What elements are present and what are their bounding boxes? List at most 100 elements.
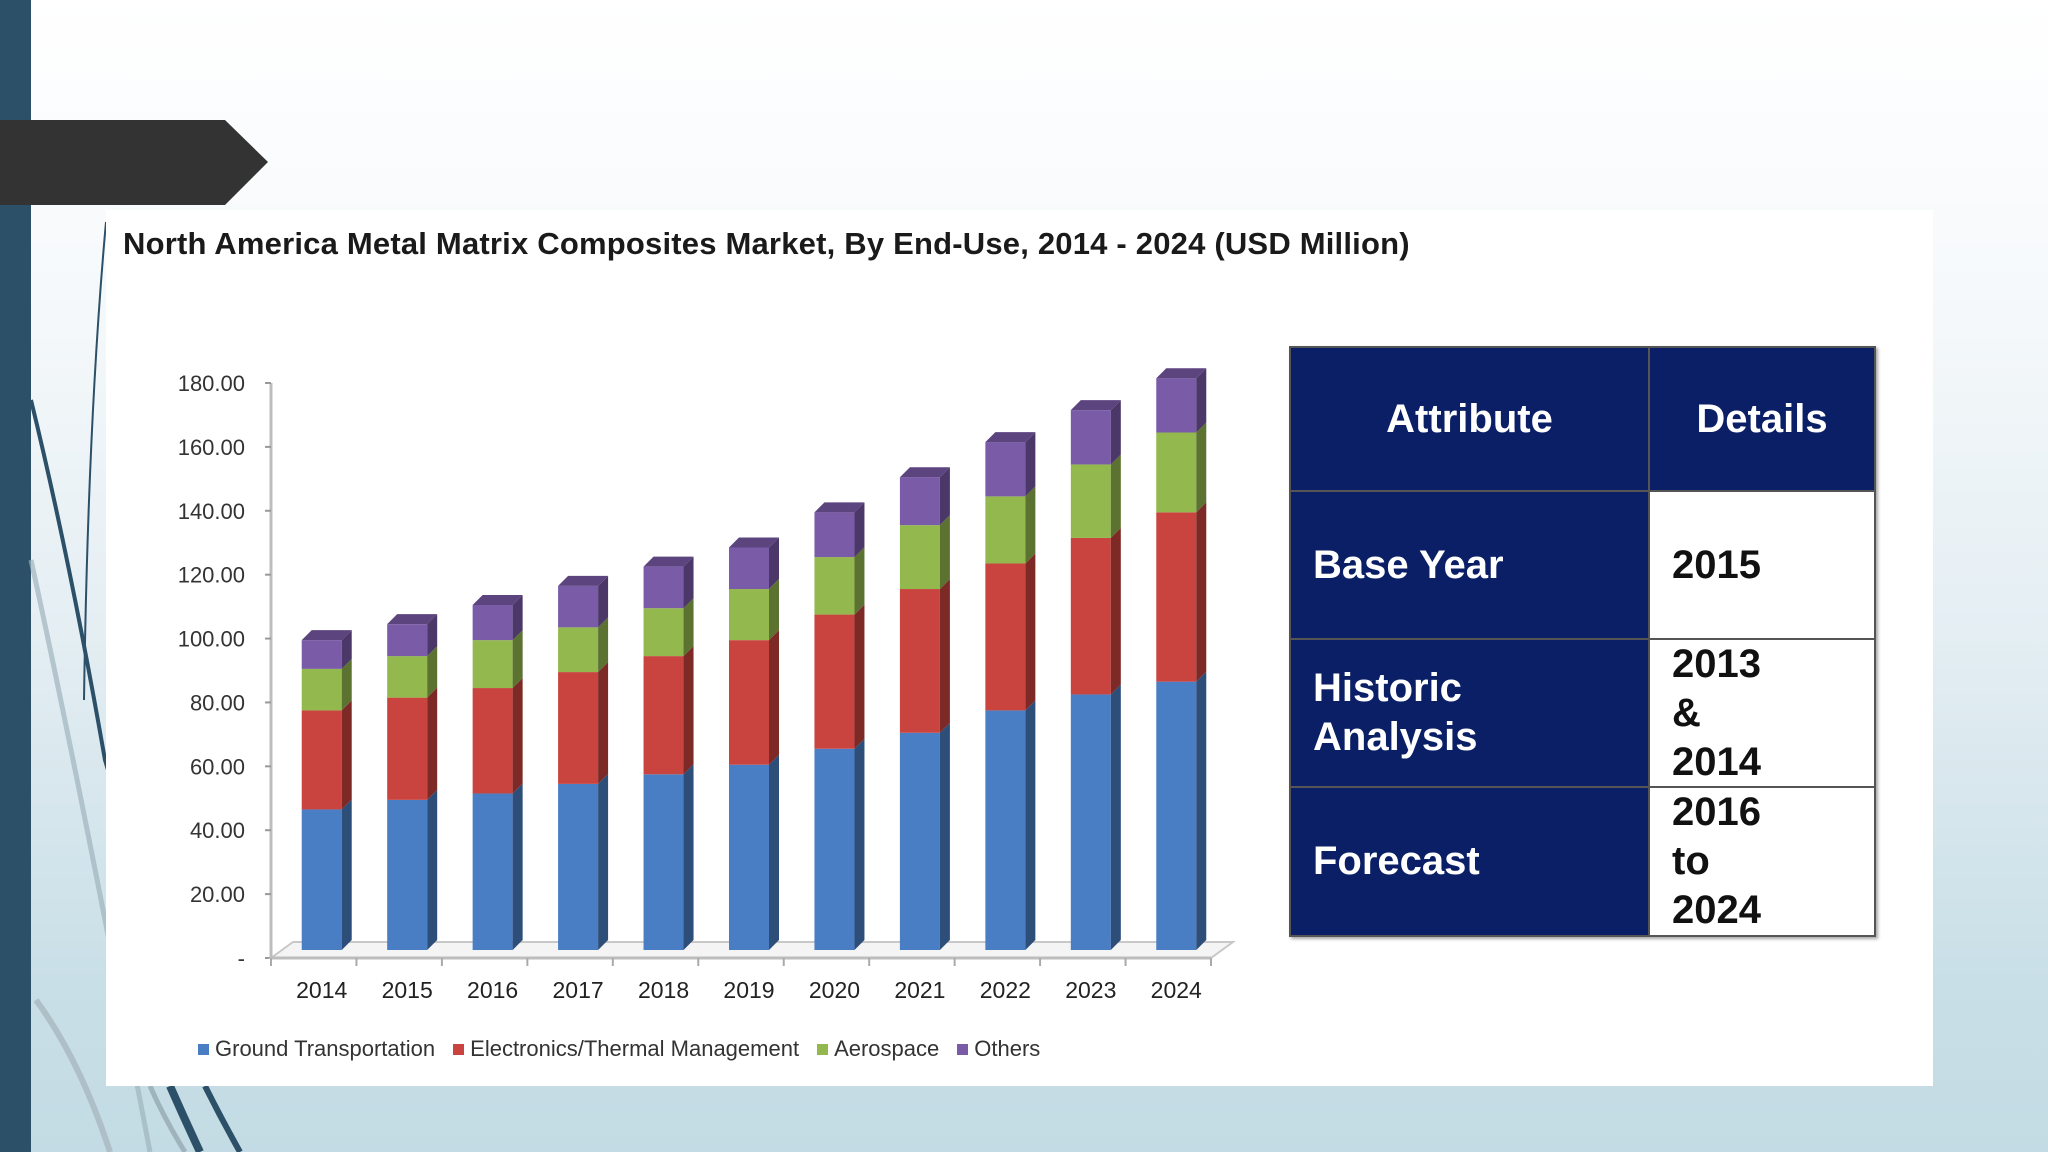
bar-2019: [729, 537, 779, 950]
bar-2022: [985, 432, 1036, 950]
bar-segment: [301, 809, 342, 950]
bar-segment: [472, 793, 513, 950]
table-row-forecast: Forecast 2016 to 2024: [1289, 786, 1876, 937]
bar-segment: [1156, 681, 1197, 950]
y-tick-label: -: [238, 946, 245, 971]
chart-legend: Ground Transportation Electronics/Thermal…: [198, 1036, 1040, 1062]
bar-segment: [558, 672, 599, 784]
table-row-historic-analysis: Historic Analysis 2013 & 2014: [1289, 637, 1876, 789]
x-tick-label: 2023: [1065, 977, 1116, 1003]
table-cell-details: 2015: [1648, 490, 1876, 640]
bar-segment: [1156, 432, 1197, 513]
bar-segment: [729, 764, 769, 950]
bar-segment: [1070, 694, 1111, 950]
bar-2014: [301, 630, 352, 950]
legend-item: Others: [957, 1036, 1040, 1062]
bar-segment: [729, 640, 769, 765]
bar-2020: [814, 502, 865, 950]
table-cell-attribute: Historic Analysis: [1289, 637, 1650, 789]
legend-item: Aerospace: [817, 1036, 939, 1062]
legend-label: Others: [974, 1036, 1041, 1061]
bar-segment: [814, 748, 855, 950]
bar-segment: [643, 566, 684, 609]
bar-segment: [301, 640, 342, 669]
bar-segment: [301, 710, 342, 810]
bar-segment: [387, 697, 428, 800]
legend-swatch-icon: [817, 1043, 829, 1055]
y-tick-label: 40.00: [190, 818, 245, 843]
bar-segment: [643, 774, 684, 950]
x-tick-label: 2018: [638, 977, 689, 1003]
y-tick-label: 100.00: [178, 627, 245, 652]
bar-segment: [1070, 537, 1111, 695]
y-tick-label: 120.00: [178, 563, 245, 588]
table-header-details: Details: [1648, 346, 1876, 492]
table-row-base-year: Base Year 2015: [1289, 490, 1876, 640]
bar-2021: [899, 467, 950, 950]
bar-segment: [899, 477, 940, 526]
bar-segment: [985, 496, 1026, 564]
bar-segment: [1070, 464, 1111, 538]
table-cell-details: 2013 & 2014: [1648, 637, 1876, 789]
x-tick-label: 2017: [553, 977, 604, 1003]
bar-segment: [814, 614, 855, 749]
legend-swatch-icon: [453, 1043, 465, 1055]
bar-segment: [899, 525, 940, 590]
y-tick-label: 180.00: [178, 371, 245, 396]
bar-segment: [985, 710, 1026, 950]
attribute-details-table: Attribute Details Base Year 2015 Histori…: [1289, 346, 1876, 937]
bar-segment: [301, 668, 342, 711]
legend-item: Electronics/Thermal Management: [453, 1036, 799, 1062]
bar-2017: [558, 575, 609, 950]
bar-segment: [472, 605, 513, 641]
bar-segment: [729, 589, 769, 641]
legend-swatch-icon: [198, 1043, 209, 1055]
y-tick-label: 140.00: [178, 499, 245, 524]
x-tick-label: 2022: [980, 977, 1031, 1003]
bar-segment: [643, 608, 684, 657]
bar-2016: [472, 595, 523, 950]
y-tick-label: 60.00: [190, 754, 245, 779]
bar-segment: [985, 442, 1026, 497]
table-cell-attribute: Base Year: [1289, 490, 1650, 640]
bar-2023: [1070, 400, 1121, 950]
bar-segment: [387, 799, 428, 950]
x-tick-label: 2019: [723, 977, 774, 1003]
bar-segment: [558, 627, 599, 673]
y-tick-label: 20.00: [190, 882, 245, 907]
legend-item: Ground Transportation: [198, 1036, 435, 1062]
legend-swatch-icon: [957, 1043, 969, 1055]
bar-segment: [643, 656, 684, 775]
bar-2024: [1156, 368, 1207, 950]
bar-segment: [387, 624, 428, 657]
bar-segment: [899, 589, 940, 733]
bar-segment: [985, 563, 1026, 711]
bar-segment: [1156, 512, 1197, 682]
bar-segment: [814, 512, 855, 558]
stacked-bar-chart: - 20.00 40.00 60.00 80.00 100.00 120.00 140.00 1…: [178, 368, 1237, 1003]
y-tick-label: 160.00: [178, 435, 245, 460]
legend-label: Aerospace: [834, 1036, 940, 1061]
x-tick-label: 2021: [894, 977, 945, 1003]
table-cell-attribute: Forecast: [1289, 786, 1650, 937]
x-tick-label: 2016: [467, 977, 518, 1003]
legend-label: Electronics/Thermal Management: [470, 1036, 800, 1061]
y-tick-label: 80.00: [190, 690, 245, 715]
bar-segment: [1156, 378, 1197, 433]
bar-segment: [387, 656, 428, 698]
bar-segment: [558, 783, 599, 950]
bar-segment: [729, 547, 769, 590]
x-tick-label: 2020: [809, 977, 860, 1003]
legend-label: Ground Transportation: [215, 1036, 436, 1061]
x-tick-label: 2015: [382, 977, 433, 1003]
bar-segment: [899, 732, 940, 950]
bar-segment: [814, 557, 855, 615]
bar-2018: [643, 556, 694, 950]
chart-image-panel: North America Metal Matrix Composites Ma…: [106, 210, 1933, 1086]
bar-segment: [1070, 410, 1111, 465]
bar-segment: [558, 585, 599, 628]
x-tick-label: 2014: [296, 977, 347, 1003]
table-cell-details: 2016 to 2024: [1648, 786, 1876, 937]
title-banner-arrow: [0, 120, 268, 205]
bar-2015: [387, 614, 438, 950]
